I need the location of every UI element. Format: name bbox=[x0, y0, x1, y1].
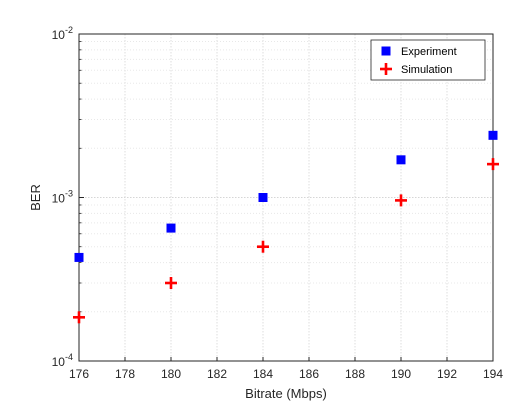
y-axis-label: BER bbox=[28, 184, 43, 211]
x-tick-label: 186 bbox=[299, 367, 319, 381]
data-marks bbox=[73, 130, 499, 324]
x-tick-label: 184 bbox=[253, 367, 273, 381]
legend-marker-experiment bbox=[381, 46, 391, 56]
legend-marker-simulation bbox=[380, 63, 392, 75]
legend-label-simulation: Simulation bbox=[401, 64, 452, 76]
experiment-point bbox=[166, 223, 176, 233]
x-axis-label: Bitrate (Mbps) bbox=[245, 386, 327, 401]
x-tick-label: 182 bbox=[207, 367, 227, 381]
y-tick-label: 10-4 bbox=[52, 352, 73, 369]
x-tick-label: 176 bbox=[69, 367, 89, 381]
x-tick-label: 194 bbox=[483, 367, 503, 381]
y-tick-label: 10-3 bbox=[52, 189, 73, 206]
experiment-point bbox=[488, 130, 498, 140]
x-tick-label: 190 bbox=[391, 367, 411, 381]
experiment-point bbox=[396, 155, 406, 165]
simulation-point bbox=[487, 158, 499, 171]
simulation-point bbox=[165, 276, 177, 289]
simulation-point bbox=[73, 311, 85, 324]
series-simulation bbox=[73, 158, 499, 324]
simulation-point bbox=[257, 240, 269, 253]
experiment-point bbox=[74, 252, 84, 262]
legend: Experiment Simulation bbox=[370, 39, 486, 81]
series-experiment bbox=[74, 130, 498, 262]
legend-label-experiment: Experiment bbox=[401, 46, 457, 58]
x-tick-label: 192 bbox=[437, 367, 457, 381]
simulation-point bbox=[395, 194, 407, 207]
x-tick-label: 188 bbox=[345, 367, 365, 381]
x-tick-label: 180 bbox=[161, 367, 181, 381]
x-tick-label: 178 bbox=[115, 367, 135, 381]
ticks: 176 178 180 182 184 186 188 190 192 194 10-4 10-3 10… bbox=[52, 25, 504, 381]
y-tick-label: 10-2 bbox=[52, 25, 73, 42]
experiment-point bbox=[258, 193, 268, 202]
